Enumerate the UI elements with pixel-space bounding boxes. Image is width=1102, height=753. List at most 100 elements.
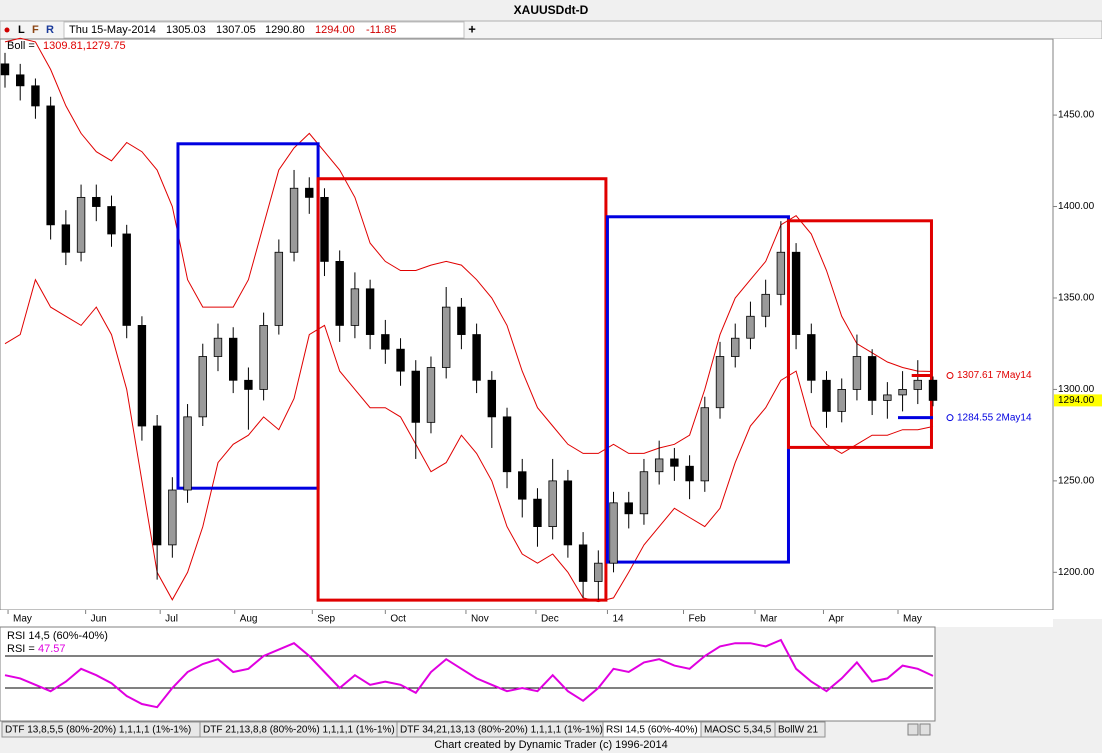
candle-body — [700, 407, 710, 482]
candle-body — [137, 325, 147, 427]
x-tick-label: May — [903, 614, 922, 625]
tab-label: MAOSC 5,34,5 — [704, 725, 772, 736]
toolbar-letter[interactable]: L — [18, 24, 25, 36]
quote-open: 1305.03 — [166, 24, 206, 36]
candle-body — [533, 498, 542, 527]
quote-close: 1294.00 — [315, 24, 355, 36]
candle-body — [685, 465, 694, 482]
candle-body — [198, 356, 207, 418]
candle-body — [183, 416, 192, 491]
level-marker — [946, 372, 954, 380]
footer: Chart created by Dynamic Trader (c) 1996… — [434, 739, 668, 751]
candle-body — [244, 379, 253, 390]
candle-body — [913, 379, 922, 390]
candle-body — [213, 337, 223, 357]
candle-body — [898, 389, 907, 396]
x-tick-label: Mar — [760, 614, 778, 625]
candle-body — [320, 196, 329, 262]
level-marker — [946, 414, 954, 422]
candle-body — [807, 334, 816, 381]
tab-label: BollW 21 — [778, 725, 818, 736]
candle-body — [791, 251, 801, 335]
candle-body — [259, 325, 268, 390]
toolbar-letter[interactable]: F — [32, 24, 39, 36]
quote-high: 1307.05 — [216, 24, 256, 36]
x-tick-label: Feb — [689, 614, 707, 625]
y-tick-label: 1200.00 — [1058, 567, 1095, 578]
candle-body — [867, 356, 877, 401]
candle-body — [624, 502, 633, 515]
y-tick-label: 1250.00 — [1058, 476, 1095, 487]
candle-body — [31, 85, 40, 107]
last-price-box — [1054, 394, 1102, 407]
candle-body — [335, 261, 344, 326]
x-tick-label: Sep — [317, 614, 335, 625]
last-price-label: 1294.00 — [1058, 395, 1095, 406]
candle-body — [670, 458, 679, 467]
candle-body — [411, 370, 420, 423]
tab-label: RSI 14,5 (60%-40%) — [606, 725, 698, 736]
candle-body — [563, 480, 573, 546]
candle-body — [441, 306, 451, 368]
window-title: XAUUSDdt-D — [514, 3, 589, 17]
tab-label: DTF 21,13,8,8 (80%-20%) 1,1,1,1 (1%-1%) — [203, 725, 395, 736]
candle-body — [274, 251, 284, 326]
y-tick-label: 1300.00 — [1058, 384, 1095, 395]
candle-body — [502, 416, 512, 473]
toolbar-letter[interactable]: R — [46, 24, 54, 36]
rsi-legend-value: 47.57 — [38, 643, 66, 655]
time-axis-pane — [0, 610, 1053, 627]
x-tick-label: May — [13, 614, 32, 625]
rsi-pane — [0, 626, 936, 722]
candle-body — [107, 206, 116, 235]
quote-change: -11.85 — [366, 24, 396, 36]
candle-body — [381, 334, 390, 350]
x-tick-label: Jul — [165, 614, 178, 625]
candle-body — [746, 315, 755, 339]
bollinger-lower — [4, 278, 934, 603]
candle-body — [76, 196, 86, 253]
legend-label: Boll = — [7, 40, 35, 52]
legend-value: 1309.81,1279.75 — [43, 40, 126, 52]
y-tick-label: 1450.00 — [1058, 110, 1095, 121]
quote-date: Thu 15-May-2014 — [69, 24, 156, 36]
candle-body — [594, 562, 603, 582]
x-tick-label: Dec — [541, 614, 559, 625]
level-label: 1307.61 7May14 — [957, 370, 1032, 381]
candle-body — [578, 544, 588, 582]
candle-body — [396, 348, 405, 372]
candle-body — [928, 379, 938, 401]
tab-label: DTF 13,8,5,5 (80%-20%) 1,1,1,1 (1%-1%) — [5, 725, 191, 736]
y-tick-label: 1350.00 — [1058, 293, 1095, 304]
tab-label: DTF 34,21,13,13 (80%-20%) 1,1,1,1 (1%-1%… — [400, 725, 603, 736]
x-tick-label: Jun — [91, 614, 107, 625]
candle-body — [837, 389, 846, 412]
candle-body — [350, 288, 360, 326]
y-tick-label: 1400.00 — [1058, 201, 1095, 212]
candle-body — [152, 425, 162, 546]
candle-body — [609, 502, 618, 564]
x-tick-label: Oct — [390, 614, 406, 625]
candle-body — [457, 306, 466, 335]
candle-body — [776, 251, 786, 295]
candle-body — [731, 337, 740, 357]
candle-body — [0, 63, 10, 76]
level-label: 1284.55 2May14 — [957, 412, 1032, 423]
x-tick-label: Nov — [471, 614, 489, 625]
scroll-left[interactable] — [907, 723, 919, 736]
candle-body — [426, 367, 436, 423]
time-price-box — [786, 219, 933, 449]
x-tick-label: Aug — [240, 614, 258, 625]
tab[interactable] — [774, 721, 826, 738]
scroll-right[interactable] — [919, 723, 931, 736]
candle-body — [472, 334, 481, 381]
x-tick-label: 14 — [612, 614, 624, 625]
rsi-title: RSI 14,5 (60%-40%) — [7, 630, 108, 642]
add-button[interactable]: + — [468, 21, 476, 36]
candle-body — [518, 471, 527, 500]
tab-bar: DTF 13,8,5,5 (80%-20%) 1,1,1,1 (1%-1%) DT… — [1, 721, 826, 738]
candle-body — [715, 356, 725, 409]
candle-body — [46, 105, 55, 226]
candle-body — [122, 233, 131, 326]
